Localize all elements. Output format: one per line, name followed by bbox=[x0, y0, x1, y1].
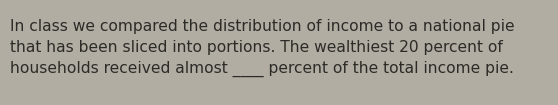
Text: In class we compared the distribution of income to a national pie
that has been : In class we compared the distribution of… bbox=[10, 19, 514, 77]
